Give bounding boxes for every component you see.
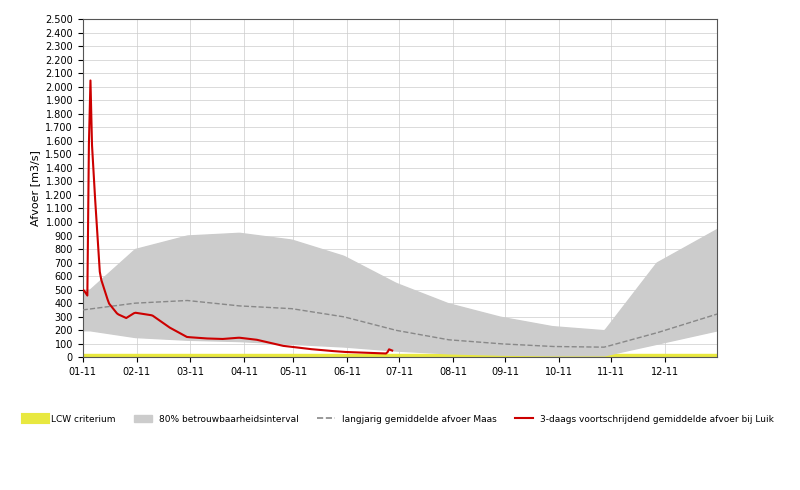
Legend: LCW criterium, 80% betrouwbaarheidsinterval, langjarig gemiddelde afvoer Maas, 3: LCW criterium, 80% betrouwbaarheidsinter…	[22, 411, 778, 427]
Y-axis label: Afvoer [m3/s]: Afvoer [m3/s]	[30, 150, 40, 226]
Bar	[82, 354, 718, 357]
